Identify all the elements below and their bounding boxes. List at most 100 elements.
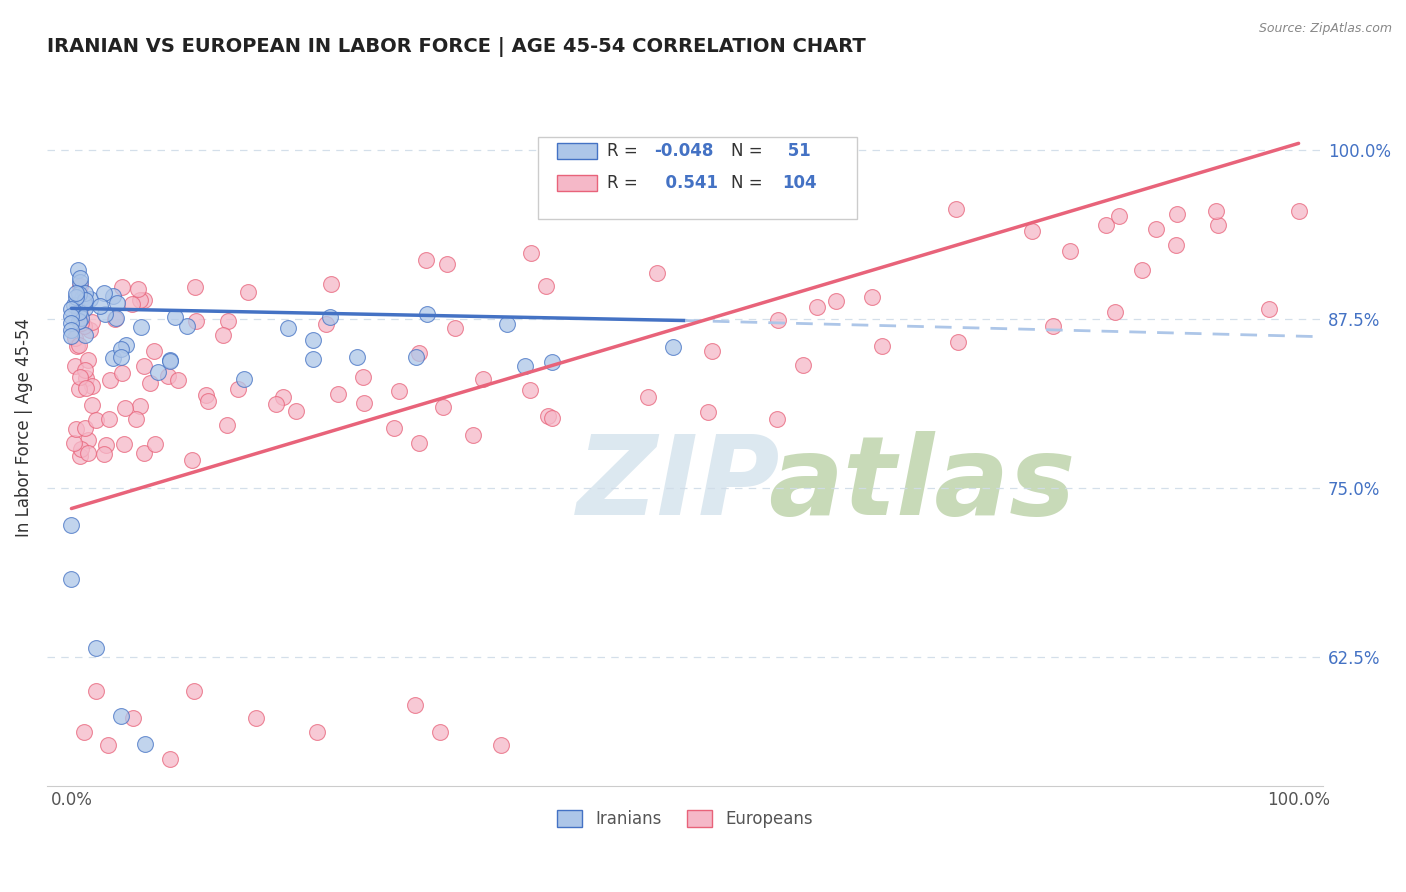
Text: 0.541: 0.541 <box>654 174 718 192</box>
Point <box>215 417 238 432</box>
Point <box>70 310 93 325</box>
Point <box>60 518 83 533</box>
Point <box>319 277 342 291</box>
Point <box>1206 218 1229 232</box>
Point <box>84 412 107 426</box>
Point <box>302 333 325 347</box>
Point <box>236 285 259 299</box>
Point <box>1144 222 1167 236</box>
Point <box>110 709 132 723</box>
Point <box>67 382 90 396</box>
FancyBboxPatch shape <box>538 137 858 219</box>
Point <box>165 310 187 325</box>
Point <box>97 738 120 752</box>
Point <box>415 252 437 267</box>
Point <box>142 344 165 359</box>
Point <box>1166 207 1188 221</box>
Point <box>637 390 659 404</box>
Point <box>69 271 91 285</box>
Point <box>66 263 89 277</box>
Point <box>463 428 485 442</box>
Text: IRANIAN VS EUROPEAN IN LABOR FORCE | AGE 45-54 CORRELATION CHART: IRANIAN VS EUROPEAN IN LABOR FORCE | AGE… <box>46 37 866 57</box>
Point <box>328 387 350 401</box>
Point <box>101 351 124 365</box>
Point <box>69 286 91 301</box>
Point <box>945 202 967 216</box>
Point <box>181 453 204 467</box>
Point <box>318 310 340 325</box>
Point <box>194 388 217 402</box>
Point <box>121 297 143 311</box>
Point <box>94 307 117 321</box>
Point <box>541 410 564 425</box>
Point <box>233 372 256 386</box>
Point <box>104 312 127 326</box>
Point <box>63 331 86 345</box>
Point <box>93 447 115 461</box>
Point <box>212 328 235 343</box>
Point <box>245 711 267 725</box>
FancyBboxPatch shape <box>557 143 596 159</box>
Point <box>792 358 814 372</box>
Y-axis label: In Labor Force | Age 45-54: In Labor Force | Age 45-54 <box>15 318 32 537</box>
Point <box>124 412 146 426</box>
Point <box>702 344 724 359</box>
Text: N =: N = <box>731 142 768 160</box>
Point <box>515 359 537 374</box>
Point <box>73 363 96 377</box>
Point <box>60 322 83 336</box>
Point <box>101 289 124 303</box>
Point <box>1042 318 1064 333</box>
Point <box>75 381 97 395</box>
Point <box>105 311 128 326</box>
Point <box>129 320 152 334</box>
Point <box>75 285 97 300</box>
Point <box>134 446 156 460</box>
Point <box>537 409 560 423</box>
Point <box>60 302 83 317</box>
Point <box>1095 218 1118 232</box>
Point <box>82 379 104 393</box>
Point <box>65 422 87 436</box>
Point <box>472 372 495 386</box>
Point <box>69 369 91 384</box>
Text: atlas: atlas <box>768 431 1076 538</box>
Point <box>75 293 97 307</box>
Point <box>520 245 543 260</box>
Point <box>432 400 454 414</box>
Point <box>121 711 143 725</box>
Point <box>183 684 205 698</box>
Point <box>63 436 86 450</box>
Point <box>217 314 239 328</box>
Point <box>134 359 156 374</box>
Point <box>93 285 115 300</box>
Point <box>277 321 299 335</box>
Point <box>806 301 828 315</box>
Point <box>159 353 181 368</box>
Point <box>271 390 294 404</box>
Point <box>139 376 162 391</box>
Point <box>1258 301 1281 316</box>
Point <box>73 327 96 342</box>
FancyBboxPatch shape <box>557 175 596 191</box>
Point <box>159 354 181 368</box>
Point <box>60 573 83 587</box>
Point <box>76 445 98 459</box>
Point <box>69 279 91 293</box>
Point <box>1164 237 1187 252</box>
Point <box>110 366 132 380</box>
Point <box>305 724 328 739</box>
Text: R =: R = <box>607 174 643 192</box>
Point <box>97 411 120 425</box>
Point <box>65 298 87 312</box>
Point <box>315 318 337 332</box>
Text: N =: N = <box>731 174 768 192</box>
Point <box>69 305 91 319</box>
Point <box>79 292 101 306</box>
Text: 51: 51 <box>782 142 810 160</box>
Point <box>145 437 167 451</box>
Text: 104: 104 <box>782 174 817 192</box>
Point <box>766 412 789 426</box>
Point <box>416 307 439 321</box>
Point <box>387 384 409 398</box>
